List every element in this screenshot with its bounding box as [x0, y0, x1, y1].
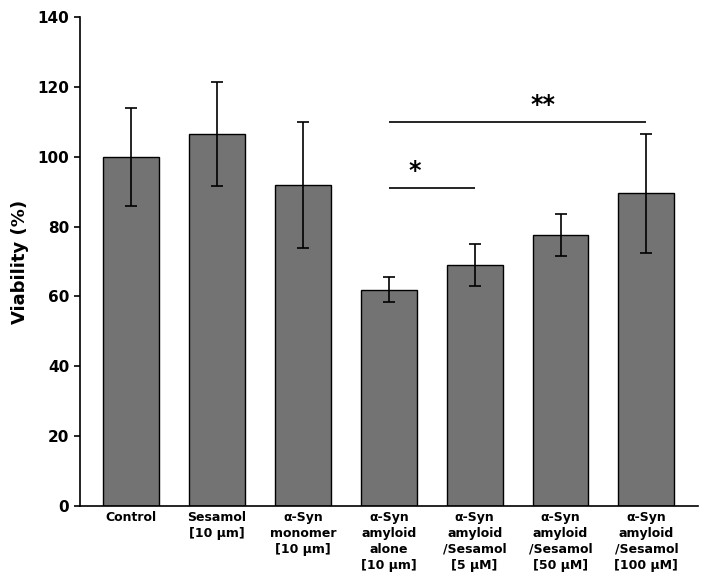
- Bar: [618, 194, 674, 506]
- Bar: [104, 157, 159, 506]
- Text: **: **: [531, 93, 556, 117]
- Bar: [361, 290, 417, 506]
- Y-axis label: Viability (%): Viability (%): [11, 199, 29, 324]
- Bar: [447, 265, 503, 506]
- Bar: [189, 134, 245, 506]
- Text: *: *: [408, 159, 421, 183]
- Bar: [275, 185, 331, 506]
- Bar: [532, 236, 588, 506]
